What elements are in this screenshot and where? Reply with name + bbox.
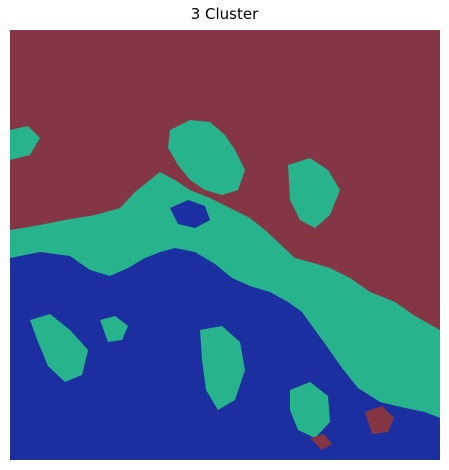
cluster-region-maroon-island-1: [365, 406, 394, 434]
cluster-region-blue-small: [170, 200, 210, 228]
cluster-region-teal-island-2: [200, 326, 245, 410]
map-title: 3 Cluster: [190, 5, 259, 23]
cluster-region-teal-blob-left: [10, 126, 40, 160]
cluster-region-teal-island-4: [100, 316, 128, 342]
cluster-region-maroon-island-2: [310, 434, 332, 450]
cluster-map-svg: [10, 30, 440, 460]
cluster-region-teal-island-1: [30, 314, 88, 382]
cluster-region-teal-blob-right: [288, 158, 340, 228]
cluster-map: [10, 30, 440, 460]
cluster-region-teal-island-3: [290, 382, 330, 438]
cluster-region-teal-blob-upper: [168, 120, 245, 195]
